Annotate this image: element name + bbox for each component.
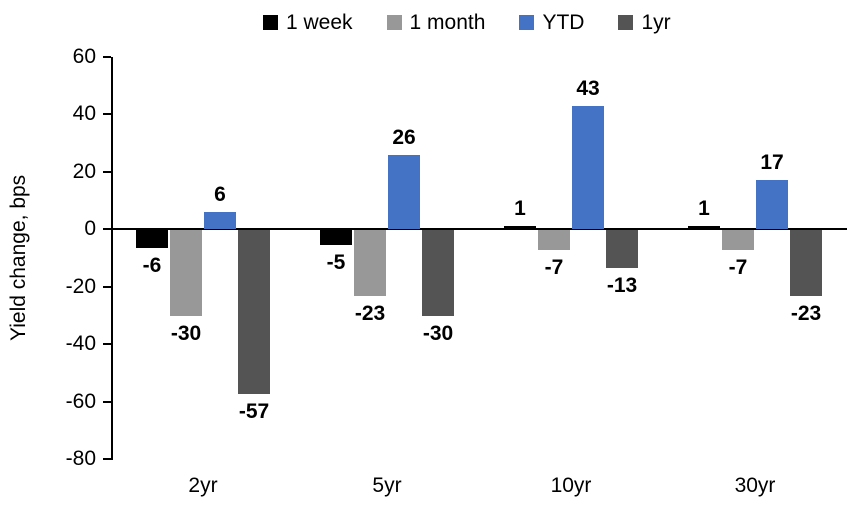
y-tick-label: -60 [65, 389, 96, 413]
bar-value-label: 26 [392, 125, 416, 149]
y-tick-mark [103, 285, 111, 288]
bar-value-label: 6 [214, 183, 226, 207]
bar-value-label: -13 [606, 273, 638, 297]
bar-value-label: -30 [422, 322, 454, 346]
bar-5yr-1-month [354, 230, 386, 297]
y-axis-title: Yield change, bps [7, 174, 30, 342]
legend: 1 week 1 month YTD 1yr [263, 12, 671, 33]
bar-2yr-1-week [136, 230, 168, 248]
bar-value-label: 43 [576, 76, 600, 100]
x-axis-label: 2yr [188, 474, 218, 497]
bar-value-label: -7 [728, 256, 748, 280]
bar-2yr-1yr [238, 230, 270, 394]
legend-swatch-icon [386, 15, 402, 30]
y-tick-mark [103, 400, 111, 403]
bar-value-label: -6 [142, 253, 162, 277]
y-tick-label: -20 [65, 274, 96, 298]
legend-item: 1 week [263, 12, 353, 33]
legend-item: 1 month [386, 11, 486, 34]
bar-value-label: 17 [760, 151, 784, 175]
bar-2yr-ytd [204, 212, 236, 230]
y-tick-label: 20 [72, 159, 96, 183]
legend-label: YTD [542, 11, 585, 34]
legend-label: 1yr [641, 11, 671, 34]
bar-value-label: -23 [354, 302, 386, 326]
bar-30yr-1-week [688, 226, 720, 230]
y-tick-label: 40 [72, 102, 96, 126]
legend-item: YTD [519, 12, 584, 33]
legend-swatch-icon [263, 15, 278, 30]
bar-2yr-1-month [170, 230, 202, 317]
bar-10yr-1-month [538, 230, 570, 251]
legend-item: 1yr [618, 11, 671, 34]
x-axis-label: 10yr [550, 474, 592, 497]
bar-value-label: 1 [514, 197, 526, 221]
y-tick-label: 60 [72, 45, 96, 68]
bar-10yr-ytd [572, 105, 604, 230]
legend-swatch-icon [519, 15, 535, 30]
y-tick-label: -80 [65, 447, 96, 470]
x-axis-label: 30yr [734, 474, 776, 497]
y-tick-label: 0 [84, 217, 96, 241]
bar-30yr-1yr [790, 230, 822, 297]
legend-label: 1 week [286, 11, 353, 34]
y-axis-line [111, 57, 113, 460]
y-tick-mark [103, 113, 111, 116]
y-tick-mark [103, 343, 111, 346]
bar-value-label: -7 [544, 256, 564, 280]
bar-value-label: -30 [170, 322, 202, 346]
bar-value-label: -5 [326, 250, 346, 274]
bar-value-label: 1 [698, 197, 710, 221]
bar-value-label: -23 [790, 302, 822, 326]
x-axis-zero-line [111, 228, 847, 231]
bar-5yr-1-week [320, 230, 352, 245]
y-tick-mark [103, 56, 111, 58]
legend-label: 1 month [409, 11, 486, 34]
bar-5yr-1yr [422, 230, 454, 317]
bar-value-label: -57 [238, 399, 270, 423]
legend-swatch-icon [618, 15, 634, 30]
y-tick-mark [103, 458, 111, 460]
bar-5yr-ytd [388, 154, 420, 230]
bar-30yr-ytd [756, 180, 788, 230]
y-tick-label: -40 [65, 332, 96, 356]
bar-10yr-1-week [504, 226, 536, 230]
y-tick-mark [103, 228, 111, 231]
x-axis-label: 5yr [372, 474, 402, 497]
bar-10yr-1yr [606, 230, 638, 268]
y-tick-mark [103, 170, 111, 173]
bar-30yr-1-month [722, 230, 754, 251]
